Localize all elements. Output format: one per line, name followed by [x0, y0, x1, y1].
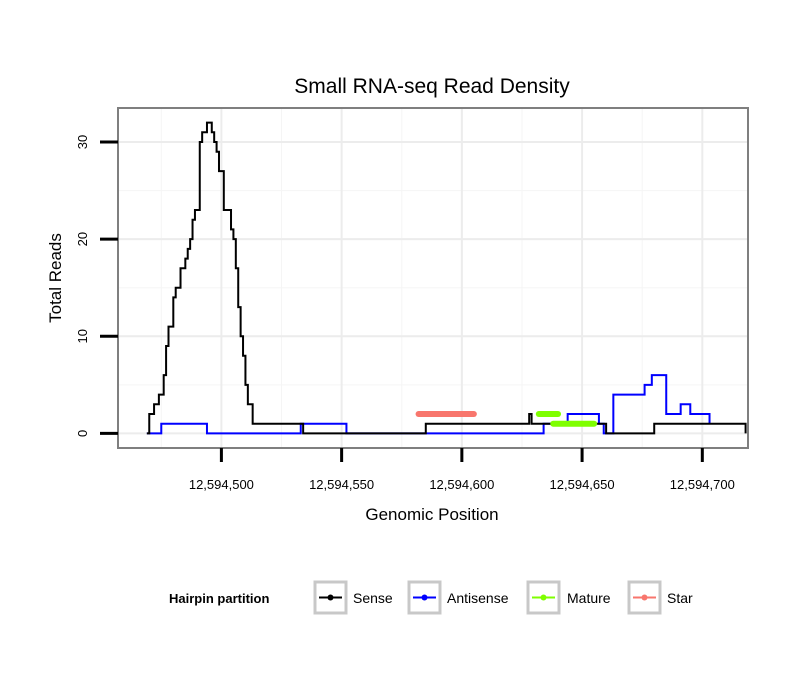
x-tick-label: 12,594,650 — [550, 477, 615, 492]
x-tick-label: 12,594,550 — [309, 477, 374, 492]
panel-background — [118, 108, 748, 448]
plot-border — [117, 107, 749, 449]
legend-title: Hairpin partition — [169, 591, 269, 606]
legend-label-sense: Sense — [353, 590, 393, 606]
series-layer — [146, 121, 747, 435]
x-axis-title: Genomic Position — [365, 505, 498, 524]
legend-label-antisense: Antisense — [447, 590, 509, 606]
chart-title: Small RNA-seq Read Density — [294, 75, 570, 98]
legend-key-point-star — [641, 594, 648, 601]
x-tick-label: 12,594,700 — [670, 477, 735, 492]
legend-label-mature: Mature — [567, 590, 611, 606]
axes: 12,594,500 12,594,550 12,594,600 12,594,650… — [75, 135, 735, 492]
y-tick-label: 30 — [75, 135, 90, 149]
plot-panel — [118, 108, 748, 448]
legend-key-point-sense — [327, 594, 334, 601]
panel-border — [117, 107, 749, 449]
y-tick-label: 10 — [75, 329, 90, 343]
legend-key-point-antisense — [421, 594, 428, 601]
y-tick-label: 20 — [75, 232, 90, 246]
y-tick-label: 0 — [75, 430, 90, 437]
series-line-sense — [146, 121, 747, 435]
legend: Hairpin partition Sense Antisense Mature St… — [169, 580, 693, 615]
y-axis-title: Total Reads — [46, 233, 65, 323]
x-tick-label: 12,594,500 — [189, 477, 254, 492]
legend-key-point-mature — [540, 594, 547, 601]
x-tick-label: 12,594,600 — [429, 477, 494, 492]
legend-label-star: Star — [667, 590, 693, 606]
